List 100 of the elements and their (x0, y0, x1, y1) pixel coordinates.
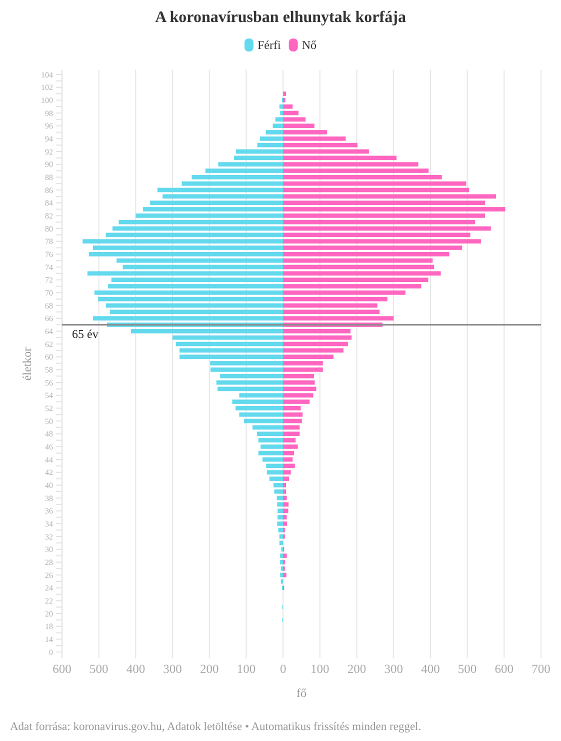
x-tick-label: 100 (310, 662, 330, 676)
y-tick-label: 86 (45, 186, 53, 195)
bar (280, 572, 284, 578)
bar (256, 432, 284, 436)
bar (217, 386, 284, 392)
bar (106, 303, 284, 308)
y-tick-label: 42 (45, 468, 53, 478)
bar (283, 92, 286, 96)
bar (280, 579, 284, 584)
y-tick-label: 74 (45, 262, 53, 272)
bar (279, 104, 284, 109)
bar (283, 374, 314, 378)
bar (280, 566, 284, 571)
y-tick-label: 82 (45, 211, 53, 220)
bar (260, 136, 284, 141)
bar (283, 515, 287, 520)
bar (273, 482, 284, 488)
bar (283, 142, 358, 148)
bar (266, 130, 284, 134)
bar (116, 258, 284, 263)
bar (283, 316, 394, 321)
bar (180, 348, 284, 353)
x-tick-label: 300 (163, 662, 182, 676)
y-tick-label: 44 (45, 455, 53, 464)
bar (88, 252, 284, 256)
bar (234, 156, 284, 160)
y-tick-label: 56 (45, 378, 53, 388)
x-axis-title: fő (296, 686, 306, 700)
bar (283, 438, 296, 442)
bar (210, 361, 284, 366)
bar (283, 400, 310, 404)
bar (277, 521, 284, 526)
x-tick-label: 0 (280, 662, 286, 676)
bar (283, 181, 466, 186)
bar (283, 386, 316, 392)
bar (283, 444, 298, 449)
x-tick-label: 600 (494, 662, 514, 676)
y-axis-title: életkor (20, 347, 34, 381)
y-tick-label: 52 (45, 404, 53, 413)
x-tick-label: 500 (89, 662, 108, 676)
bar (283, 156, 397, 160)
y-tick-label: 64 (45, 326, 53, 336)
bar (283, 476, 289, 481)
y-tick-label: 14 (45, 634, 53, 644)
bar (236, 406, 284, 410)
bar (283, 508, 288, 514)
y-tick-label: 26 (45, 570, 53, 580)
bar (283, 232, 470, 238)
y-tick-label: 100 (41, 96, 53, 105)
bar (150, 200, 284, 206)
bar (244, 418, 284, 424)
bar (283, 482, 286, 488)
bar (87, 271, 284, 276)
bar (216, 380, 284, 385)
bar (283, 168, 429, 173)
bar (283, 470, 291, 475)
bar (205, 168, 284, 173)
y-tick-label: 50 (45, 416, 53, 426)
bar (82, 239, 284, 244)
bar (92, 246, 284, 250)
y-tick-label: 92 (45, 147, 53, 156)
bar (283, 296, 388, 302)
bar (283, 521, 288, 526)
y-tick-label: 90 (45, 160, 53, 170)
bar (283, 367, 323, 372)
bar (283, 342, 348, 346)
y-tick-label: 102 (41, 83, 53, 92)
bar (283, 130, 327, 134)
bar (283, 406, 301, 410)
bar (283, 290, 406, 295)
y-tick-label: 48 (45, 430, 53, 439)
bar (283, 303, 378, 308)
bar (283, 174, 442, 180)
y-tick-label: 76 (45, 250, 53, 259)
bar (94, 290, 284, 295)
y-tick-label: 72 (45, 276, 53, 285)
y-tick-label: 34 (45, 519, 53, 528)
y-tick-label: 68 (45, 301, 53, 310)
bar (283, 124, 314, 128)
legend-label: Nő (302, 38, 316, 52)
bar (283, 117, 306, 122)
bar (260, 444, 284, 449)
bar (283, 278, 428, 282)
bar (283, 188, 470, 192)
x-tick-label: 100 (236, 662, 256, 676)
y-tick-label: 32 (45, 532, 53, 542)
y-tick-label: 38 (45, 494, 53, 503)
y-tick-label: 98 (45, 108, 53, 118)
bar (257, 142, 284, 148)
bar (279, 540, 284, 546)
bar (106, 232, 284, 238)
x-tick-label: 700 (532, 662, 550, 676)
bar (92, 316, 284, 321)
bar (280, 560, 284, 564)
bar (283, 554, 287, 558)
bar (269, 476, 284, 481)
bar (210, 367, 284, 372)
bar (283, 220, 476, 224)
bar (283, 496, 287, 500)
y-tick-label: 62 (45, 340, 53, 349)
